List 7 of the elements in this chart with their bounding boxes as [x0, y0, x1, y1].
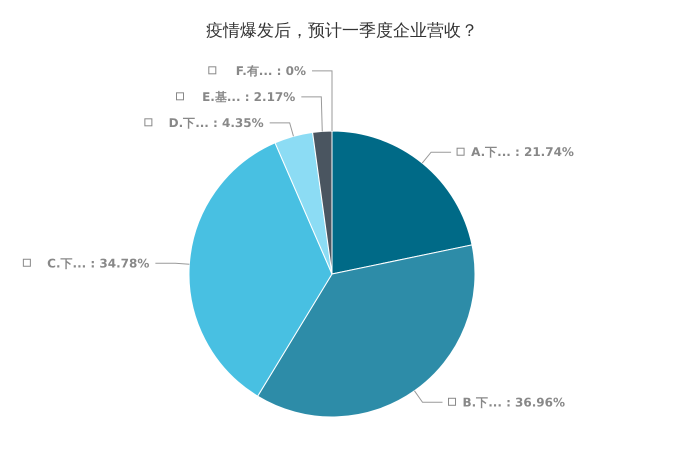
slice-label: D.下... : 4.35%: [168, 116, 264, 130]
slice-label: A.下... : 21.74%: [471, 145, 574, 160]
slice-label: C.下... : 34.78%: [47, 256, 150, 270]
slice-label: B.下... : 36.96%: [462, 395, 566, 410]
chart-title: 疫情爆发后，预计一季度企业营收？: [206, 21, 478, 41]
slice-label: E.基... : 2.17%: [202, 90, 296, 104]
legend-label: F.有... : 0%: [236, 64, 306, 78]
